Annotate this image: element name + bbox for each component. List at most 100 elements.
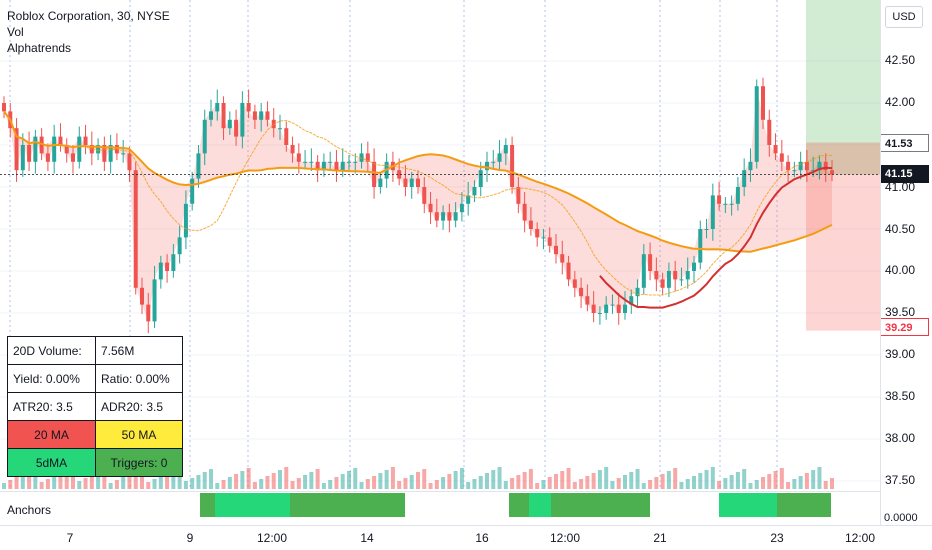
candle-body: [629, 296, 634, 305]
candle-body: [554, 245, 558, 255]
volume-bar: [45, 479, 50, 489]
ratio-cell: Ratio: 0.00%: [95, 364, 183, 393]
candle-body: [579, 287, 584, 297]
volume-bar: [309, 472, 314, 489]
volume-bar: [698, 473, 703, 489]
volume-bar: [453, 471, 458, 489]
alphatrends-indicator-label[interactable]: Alphatrends: [7, 41, 72, 55]
volume-bar: [635, 469, 640, 489]
volume-bar: [685, 479, 690, 489]
anchors-pane[interactable]: Anchors: [0, 491, 880, 525]
triggers-cell: Triggers: 0: [95, 448, 183, 477]
volume-bar: [579, 479, 584, 489]
candle-body: [209, 111, 213, 120]
volume-bar: [522, 472, 527, 489]
volume-bar: [296, 478, 301, 489]
volume-bar: [347, 471, 351, 489]
volume-bar: [754, 480, 759, 489]
candle-body: [96, 145, 101, 154]
volume-bar: [183, 481, 188, 489]
volume-bar: [528, 469, 533, 489]
candle-body: [140, 287, 144, 305]
candle-body: [692, 262, 696, 271]
candle-body: [597, 313, 602, 314]
volume-bar: [485, 473, 489, 489]
volume-bar: [735, 472, 740, 489]
volume-bar: [792, 479, 797, 489]
candle-body: [259, 111, 264, 120]
stats-table: 20D Volume: 7.56M Yield: 0.00% Ratio: 0.…: [7, 336, 183, 477]
volume-bar: [591, 473, 596, 489]
candle-body: [710, 195, 715, 229]
currency-selector-button[interactable]: USD: [885, 6, 923, 28]
candle-body: [704, 229, 709, 230]
volume-bar: [648, 480, 653, 489]
candle-body: [585, 296, 590, 305]
time-tick: 12:00: [256, 531, 288, 545]
candle-body: [453, 212, 458, 221]
volume-bar: [641, 483, 646, 489]
anchor-band: [509, 493, 529, 517]
candle-body: [290, 145, 295, 154]
time-tick: 9: [186, 531, 194, 545]
price-tick: 42.50: [885, 53, 916, 67]
candle-body: [271, 119, 276, 129]
candle-body: [786, 161, 791, 171]
volume-bar: [177, 467, 182, 489]
candle-body: [202, 119, 207, 154]
volume-bar: [14, 477, 19, 489]
candle-body: [252, 111, 257, 120]
candle-body: [541, 237, 546, 239]
candle-body: [246, 103, 251, 112]
vol-indicator-label[interactable]: Vol: [7, 25, 24, 39]
volume-bar: [259, 479, 264, 489]
chart-pane[interactable]: [0, 0, 880, 490]
volume-bar: [428, 483, 433, 489]
candle-body: [215, 103, 220, 112]
candle-body: [71, 153, 75, 162]
ma5d-cell: 5dMA: [7, 448, 96, 477]
adr-cell: ADR20: 3.5: [95, 392, 183, 421]
volume-bar: [472, 479, 477, 489]
volume-bar: [660, 474, 665, 489]
candle-body: [146, 304, 151, 322]
volume-bar: [334, 477, 339, 489]
volume-bar: [616, 478, 621, 489]
volume-bar: [190, 478, 195, 489]
volume-bar: [27, 471, 32, 489]
time-tick: 7: [66, 531, 74, 545]
volume-bar: [378, 473, 383, 489]
time-axis[interactable]: 7 9 12:00 14 16 12:00 21 23 12:00: [0, 525, 932, 550]
profit-zone: [806, 0, 880, 175]
volume-bar: [478, 476, 483, 489]
volume-bar: [165, 473, 170, 489]
volume-bar: [209, 469, 213, 489]
table-row: 20D Volume: 7.56M: [7, 336, 183, 365]
volume-bar: [33, 468, 38, 489]
volume-bar: [265, 476, 270, 489]
candle-body: [830, 170, 834, 175]
candle-body: [171, 254, 176, 271]
candle-body: [648, 254, 653, 271]
volume-bar: [8, 480, 13, 489]
candle-body: [328, 161, 333, 163]
candle-body: [767, 119, 772, 145]
candle-body: [773, 145, 778, 154]
volume-bar: [158, 476, 163, 489]
candle-body: [133, 170, 138, 288]
symbol-title[interactable]: Roblox Corporation, 30, NYSE: [7, 9, 170, 23]
volume-bar: [491, 470, 496, 489]
volume-bar: [503, 481, 508, 489]
volume-bar: [290, 481, 295, 489]
anchors-value: 0.0000: [884, 512, 918, 524]
candle-body: [748, 161, 753, 171]
price-chart[interactable]: [0, 0, 880, 490]
price-scale[interactable]: 42.50 42.00 41.53 41.00 41.15 40.50 40.0…: [880, 0, 932, 525]
candle-body: [303, 161, 308, 163]
candle-body: [654, 271, 659, 280]
volume-bar: [284, 467, 289, 489]
candle-body: [14, 128, 19, 171]
alphatrend-line: [599, 166, 833, 309]
price-tick: 40.00: [885, 263, 916, 277]
candle-body: [177, 237, 182, 255]
